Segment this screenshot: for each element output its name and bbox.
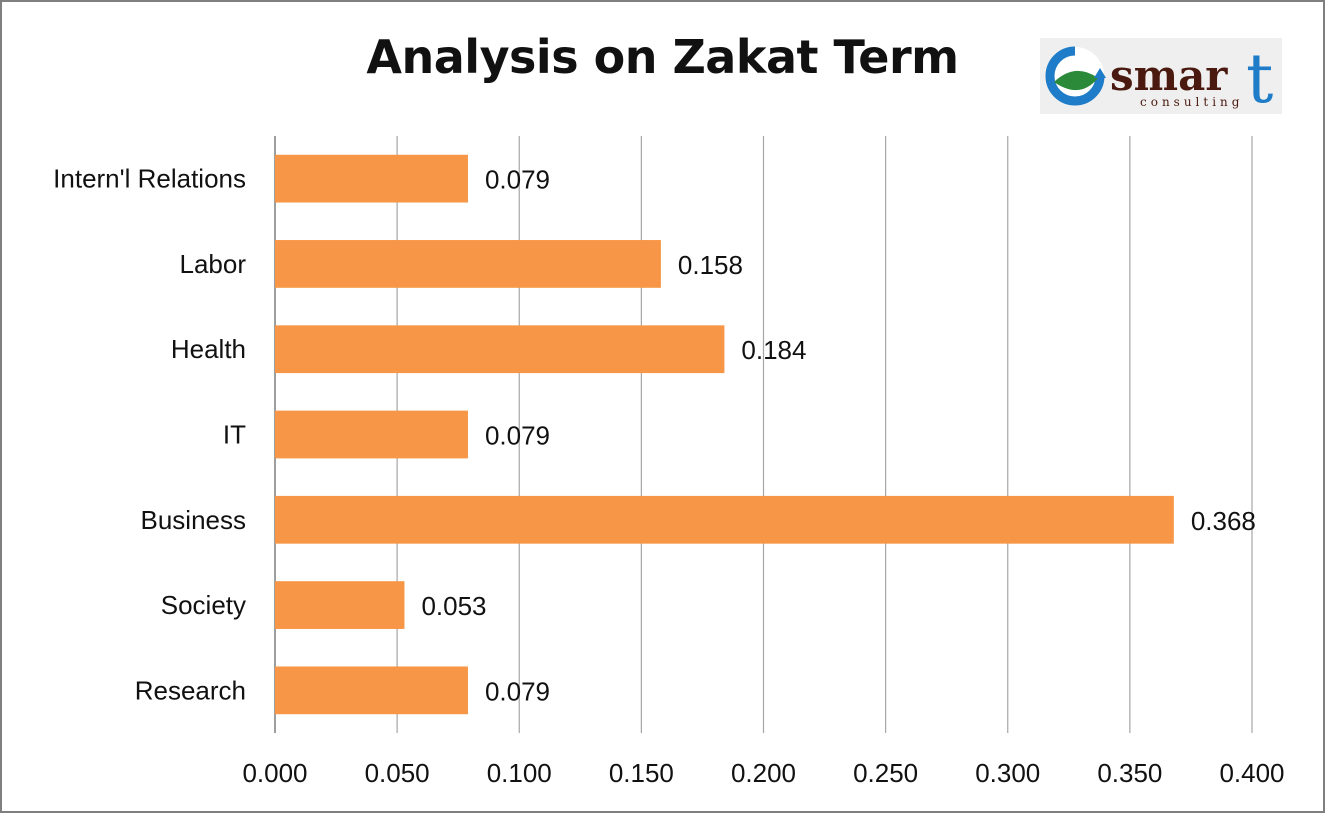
chart-title: Analysis on Zakat Term xyxy=(366,30,959,84)
data-label: 0.079 xyxy=(485,676,550,706)
data-label: 0.079 xyxy=(485,165,550,195)
category-label: Business xyxy=(141,505,247,535)
data-label: 0.053 xyxy=(421,591,486,621)
company-logo: smar t consulting xyxy=(1040,38,1282,119)
x-tick-label: 0.250 xyxy=(853,758,918,788)
data-labels: 0.079 0.158 0.184 0.079 0.368 0.053 0.079 xyxy=(421,165,1255,707)
category-label: Society xyxy=(161,590,246,620)
x-tick-label: 0.350 xyxy=(1097,758,1162,788)
category-label: Intern'l Relations xyxy=(53,164,246,194)
bar xyxy=(275,495,1174,544)
category-label: IT xyxy=(223,420,246,450)
x-tick-labels: 0.000 0.050 0.100 0.150 0.200 0.250 0.300 0.350… xyxy=(242,758,1284,788)
category-label: Labor xyxy=(180,249,247,279)
x-tick-label: 0.100 xyxy=(487,758,552,788)
bar xyxy=(275,581,405,629)
logo-wordmark-t: t xyxy=(1246,40,1273,114)
bar xyxy=(275,240,661,288)
category-label: Health xyxy=(171,334,246,364)
smart-consulting-logo-graphic: smar t consulting xyxy=(1045,40,1273,119)
bar xyxy=(275,325,725,374)
logo-leaf-icon xyxy=(1054,70,1098,91)
bars xyxy=(275,154,1174,715)
data-label: 0.184 xyxy=(741,335,806,365)
category-label: Research xyxy=(135,675,246,705)
logo-ring-icon xyxy=(1045,46,1105,106)
data-label: 0.079 xyxy=(485,421,550,451)
logo-tagline: consulting xyxy=(1140,95,1243,109)
category-labels: Intern'l Relations Labor Health IT Business S… xyxy=(53,164,246,706)
x-tick-label: 0.150 xyxy=(609,758,674,788)
x-tick-label: 0.050 xyxy=(365,758,430,788)
bar xyxy=(275,154,468,203)
x-tick-label: 0.200 xyxy=(731,758,796,788)
bar xyxy=(275,410,468,459)
bar xyxy=(275,666,468,715)
x-tick-label: 0.400 xyxy=(1219,758,1284,788)
x-tick-label: 0.000 xyxy=(242,758,307,788)
data-label: 0.158 xyxy=(678,250,743,280)
logo-arrow-icon xyxy=(1094,68,1106,78)
x-tick-label: 0.300 xyxy=(975,758,1040,788)
data-label: 0.368 xyxy=(1191,506,1256,536)
logo-wordmark: smar xyxy=(1110,51,1228,100)
